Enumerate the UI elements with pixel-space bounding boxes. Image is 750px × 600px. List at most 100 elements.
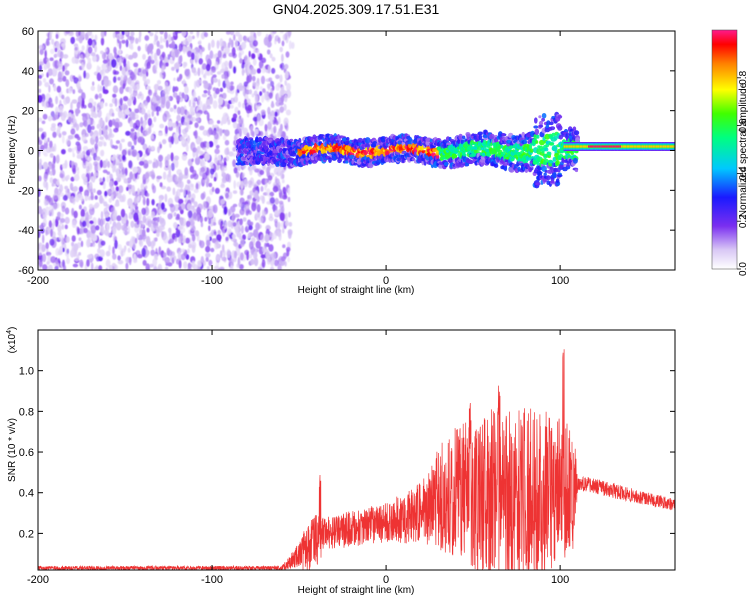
heatmap-cell bbox=[61, 134, 65, 144]
heatmap-cell bbox=[83, 178, 88, 185]
heatmap-cell bbox=[239, 208, 245, 216]
heatmap-cell bbox=[147, 109, 151, 118]
heatmap-cell bbox=[256, 68, 261, 74]
heatmap-cell bbox=[234, 39, 238, 48]
heatmap-cell bbox=[249, 166, 253, 176]
heatmap-cell bbox=[463, 153, 467, 158]
heatmap-cell bbox=[260, 186, 264, 192]
heatmap-cell bbox=[251, 68, 257, 75]
heatmap-cell bbox=[208, 182, 213, 188]
heatmap-cell bbox=[130, 31, 135, 37]
heatmap-cell bbox=[176, 229, 179, 235]
heatmap-cell bbox=[276, 92, 280, 101]
heatmap-cell bbox=[100, 31, 105, 39]
heatmap-cell bbox=[64, 216, 70, 225]
heatmap-cell bbox=[138, 239, 142, 246]
heatmap-cell bbox=[86, 238, 91, 248]
heatmap-cell bbox=[202, 200, 207, 211]
heatmap-cell bbox=[164, 125, 168, 135]
heatmap-cell bbox=[83, 120, 88, 127]
heatmap-cell bbox=[158, 154, 164, 162]
heatmap-cell bbox=[94, 163, 98, 173]
heatmap-cell bbox=[273, 150, 279, 154]
colorbar-tick-label: 0.8 bbox=[738, 70, 749, 84]
heatmap-cell bbox=[155, 226, 161, 233]
heatmap-cell bbox=[186, 179, 191, 184]
heatmap-cell bbox=[40, 227, 45, 234]
heatmap-cell bbox=[49, 177, 54, 184]
heatmap-cell bbox=[114, 97, 118, 107]
heatmap-cell bbox=[528, 143, 533, 150]
heatmap-cell bbox=[116, 33, 122, 40]
heatmap-cell bbox=[151, 211, 155, 219]
heatmap-cell bbox=[237, 101, 242, 108]
y-tick-label: 0 bbox=[28, 146, 34, 158]
heatmap-cell bbox=[102, 169, 108, 174]
heatmap-cell bbox=[271, 67, 276, 74]
heatmap-cell bbox=[38, 117, 43, 122]
heatmap-cell bbox=[108, 198, 113, 203]
heatmap-cell bbox=[281, 53, 284, 63]
heatmap-cell bbox=[357, 137, 364, 143]
heatmap-cell bbox=[194, 130, 198, 139]
heatmap-cell bbox=[239, 218, 243, 226]
heatmap-cell bbox=[553, 135, 558, 141]
heatmap-cell bbox=[123, 178, 128, 184]
heatmap-cell bbox=[78, 204, 82, 210]
heatmap-cell bbox=[134, 108, 139, 114]
heatmap-cell bbox=[90, 262, 94, 270]
heatmap-cell bbox=[228, 60, 233, 69]
heatmap-cell bbox=[222, 53, 227, 59]
heatmap-cell bbox=[87, 254, 93, 259]
heatmap-cell bbox=[202, 179, 207, 184]
heatmap-cell bbox=[187, 50, 192, 58]
heatmap-cell bbox=[129, 204, 135, 210]
heatmap-cell bbox=[284, 261, 287, 267]
heatmap-cell bbox=[673, 145, 675, 148]
heatmap-cell bbox=[252, 40, 258, 47]
heatmap-cell bbox=[138, 103, 144, 112]
heatmap-cell bbox=[181, 139, 185, 144]
heatmap-cell bbox=[214, 241, 220, 250]
heatmap-cell bbox=[38, 198, 41, 204]
heatmap-cell bbox=[198, 58, 203, 65]
heatmap-cell bbox=[241, 41, 247, 50]
heatmap-cell bbox=[118, 49, 122, 55]
heatmap-cell bbox=[96, 123, 101, 129]
heatmap-cell bbox=[124, 31, 129, 35]
heatmap-cell bbox=[61, 239, 64, 246]
heatmap-cell bbox=[219, 128, 223, 137]
heatmap-cell bbox=[150, 59, 155, 64]
heatmap-cell bbox=[113, 128, 119, 133]
heatmap-cell bbox=[537, 171, 543, 175]
heatmap-cell bbox=[216, 254, 220, 261]
heatmap-cell bbox=[202, 80, 207, 84]
heatmap-cell bbox=[98, 241, 101, 249]
heatmap-cell bbox=[227, 228, 232, 235]
heatmap-cell bbox=[563, 163, 567, 168]
heatmap-cell bbox=[654, 145, 657, 148]
heatmap-cell bbox=[565, 145, 568, 148]
heatmap-cell bbox=[151, 199, 155, 206]
heatmap-cell bbox=[285, 212, 288, 222]
heatmap-cell bbox=[250, 221, 254, 226]
heatmap-cell bbox=[52, 203, 58, 211]
heatmap-cell bbox=[142, 53, 146, 60]
heatmap-cell bbox=[164, 193, 168, 203]
heatmap-cell bbox=[89, 181, 93, 190]
heatmap-cell bbox=[277, 116, 281, 125]
heatmap-cell bbox=[69, 182, 74, 191]
heatmap-cell bbox=[160, 202, 165, 211]
heatmap-cell bbox=[64, 207, 70, 215]
heatmap-cell bbox=[170, 162, 175, 171]
heatmap-cell bbox=[75, 108, 79, 117]
heatmap-cell bbox=[165, 100, 171, 110]
heatmap-cell bbox=[66, 253, 69, 259]
heatmap-cell bbox=[112, 164, 115, 173]
heatmap-cell bbox=[156, 80, 162, 85]
heatmap-cell bbox=[253, 251, 258, 260]
heatmap-cell bbox=[52, 218, 56, 226]
heatmap-cell bbox=[90, 85, 96, 92]
heatmap-cell bbox=[167, 249, 173, 257]
heatmap-cell bbox=[64, 159, 68, 169]
